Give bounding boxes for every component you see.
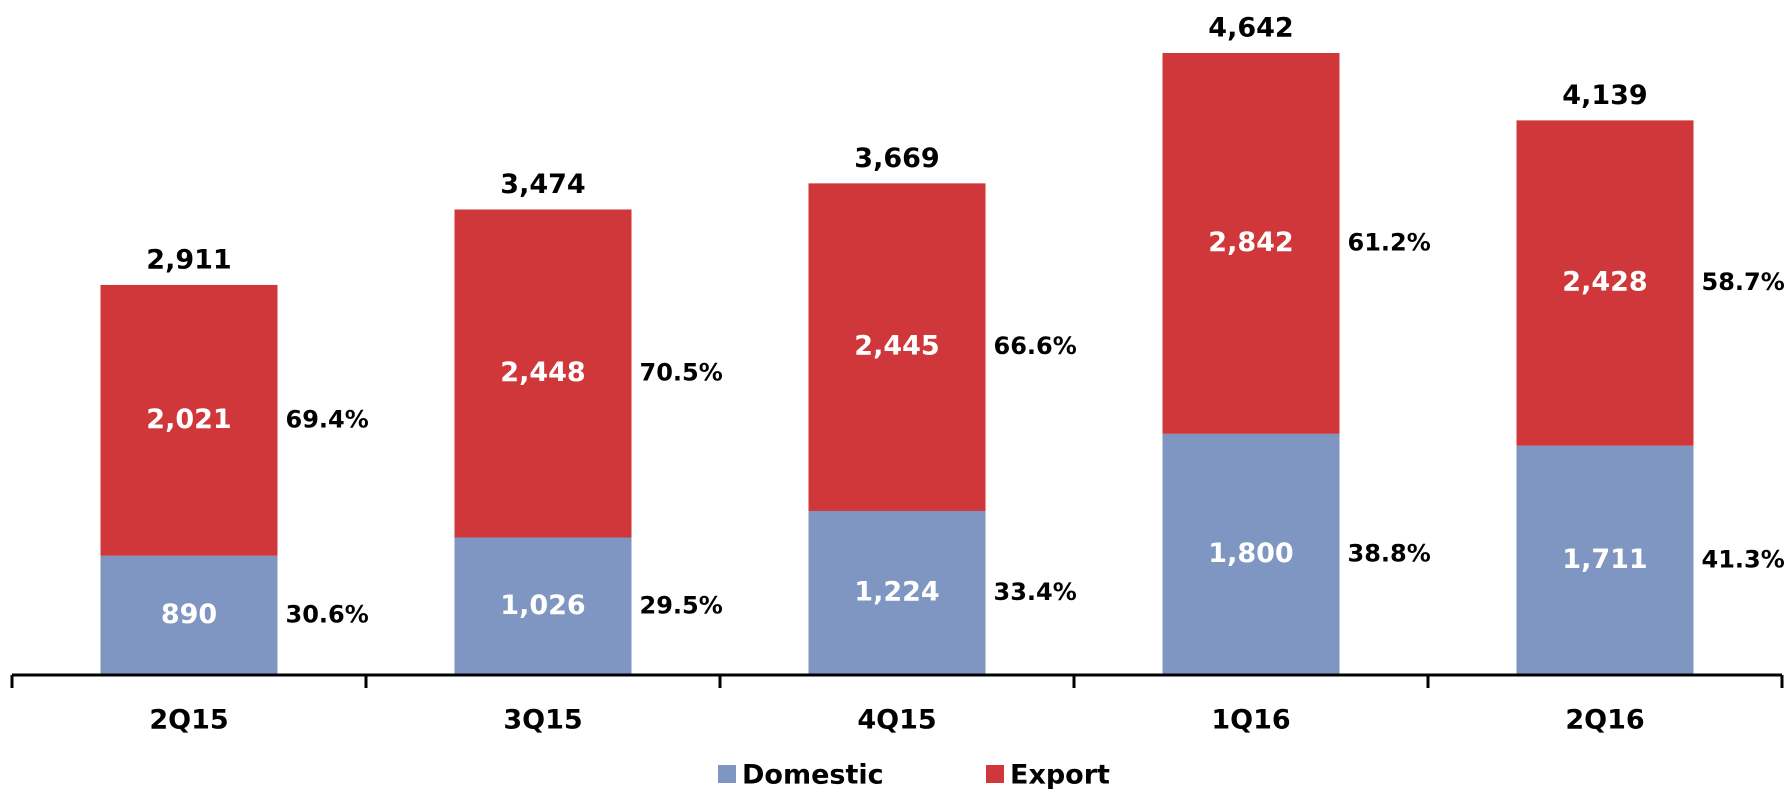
bar-segment (1162, 52, 1340, 434)
legend-swatch (718, 765, 736, 783)
x-tick-label: 3Q15 (503, 705, 582, 736)
value-label: 1,711 (1562, 544, 1647, 575)
share-label: 33.4% (994, 578, 1077, 606)
share-label: 66.6% (994, 332, 1077, 360)
bar-segment (1162, 433, 1340, 675)
share-label: 29.5% (640, 591, 723, 619)
bar-segment (454, 209, 632, 538)
bar-segment (454, 537, 632, 675)
bar-segment (100, 284, 278, 556)
share-label: 41.3% (1702, 545, 1785, 573)
total-label: 3,474 (500, 169, 585, 200)
x-tick-label: 2Q15 (149, 705, 228, 736)
legend-label: Domestic (742, 760, 884, 791)
value-label: 2,445 (854, 331, 939, 362)
bar-segment (100, 555, 278, 675)
total-label: 4,139 (1562, 80, 1647, 111)
total-label: 2,911 (146, 244, 231, 275)
bar-segment (1516, 445, 1694, 675)
legend-swatch (986, 765, 1004, 783)
total-label: 3,669 (854, 143, 939, 174)
value-label: 2,428 (1562, 267, 1647, 298)
share-label: 38.8% (1348, 539, 1431, 567)
share-label: 69.4% (286, 405, 369, 433)
share-label: 58.7% (1702, 268, 1785, 296)
bar-segment (1516, 120, 1694, 446)
total-label: 4,642 (1208, 12, 1293, 43)
value-label: 1,224 (854, 576, 939, 607)
x-tick-label: 1Q16 (1211, 705, 1290, 736)
value-label: 2,021 (146, 404, 231, 435)
value-label: 890 (161, 599, 217, 630)
share-label: 61.2% (1348, 228, 1431, 256)
bar-segment (808, 183, 986, 511)
value-label: 2,448 (500, 357, 585, 388)
value-label: 1,026 (500, 590, 585, 621)
bar-segment (808, 510, 986, 675)
x-tick-label: 2Q16 (1565, 705, 1644, 736)
legend-label: Export (1010, 760, 1110, 791)
value-label: 1,800 (1208, 538, 1293, 569)
value-label: 2,842 (1208, 227, 1293, 258)
share-label: 30.6% (286, 600, 369, 628)
x-tick-label: 4Q15 (857, 705, 936, 736)
share-label: 70.5% (640, 359, 723, 387)
